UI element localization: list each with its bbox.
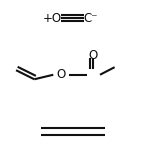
Text: O: O <box>57 68 66 81</box>
Text: O: O <box>89 49 98 62</box>
Text: C⁻: C⁻ <box>83 12 98 25</box>
Text: +O: +O <box>43 12 62 25</box>
